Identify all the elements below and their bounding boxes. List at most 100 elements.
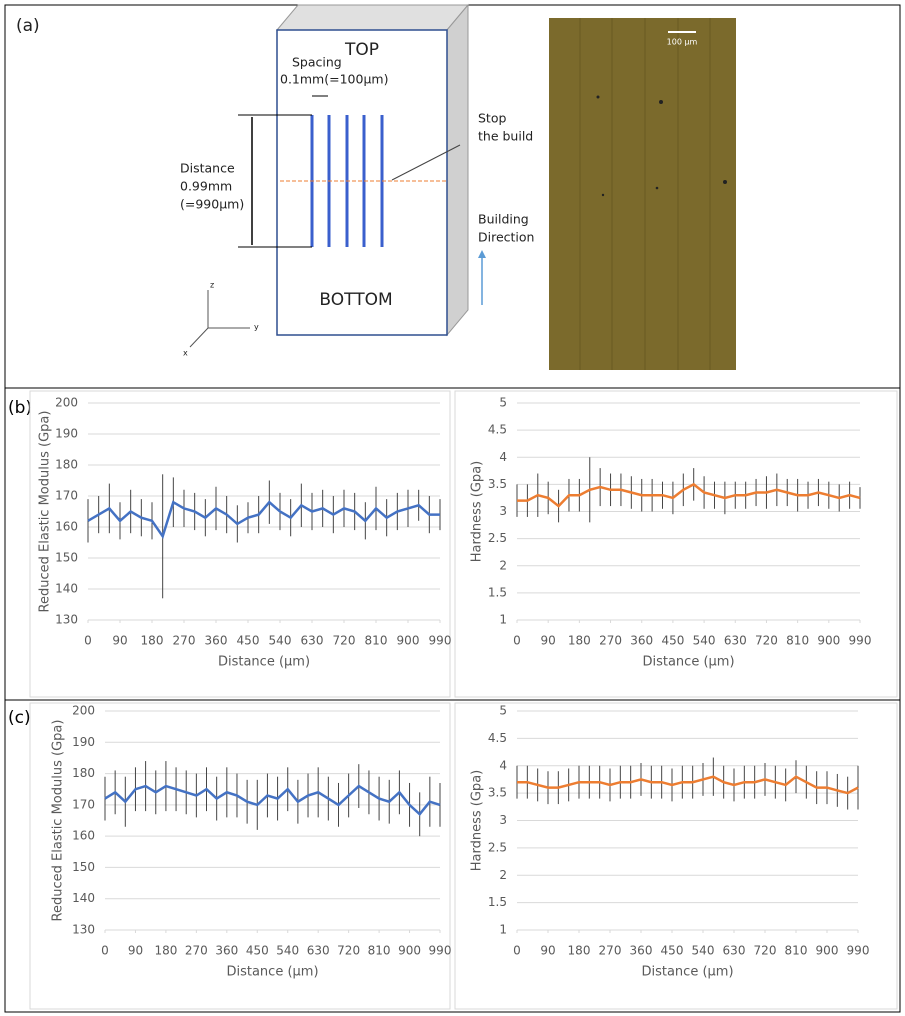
x-tick-label: 360 bbox=[630, 944, 653, 958]
x-tick-label: 360 bbox=[205, 634, 228, 648]
x-tick-label: 540 bbox=[693, 634, 716, 648]
panel-label: (c) bbox=[8, 708, 31, 728]
x-tick-label: 630 bbox=[307, 944, 330, 958]
y-tick-label: 140 bbox=[55, 582, 78, 596]
x-tick-label: 180 bbox=[568, 634, 591, 648]
x-tick-label: 0 bbox=[513, 634, 521, 648]
y-tick-label: 4 bbox=[499, 758, 507, 772]
x-tick-label: 540 bbox=[276, 944, 299, 958]
top-label: TOP bbox=[344, 40, 379, 60]
axis-z: z bbox=[210, 281, 214, 290]
y-tick-label: 4.5 bbox=[488, 731, 507, 745]
x-tick-label: 450 bbox=[246, 944, 269, 958]
y-tick-label: 4 bbox=[499, 450, 507, 464]
x-tick-label: 810 bbox=[786, 634, 809, 648]
y-tick-label: 130 bbox=[55, 613, 78, 627]
x-axis-label: Distance (µm) bbox=[641, 965, 733, 980]
y-tick-label: 200 bbox=[72, 704, 95, 718]
data-line bbox=[87, 500, 440, 540]
x-tick-label: 810 bbox=[785, 944, 808, 958]
y-tick-label: 200 bbox=[55, 396, 78, 410]
micrograph-spots bbox=[596, 95, 727, 197]
spacing-label: Spacing bbox=[292, 55, 342, 70]
x-tick-label: 990 bbox=[849, 634, 872, 648]
y-tick-label: 3 bbox=[499, 504, 507, 518]
x-tick-label: 900 bbox=[398, 944, 421, 958]
x-tick-label: 630 bbox=[723, 944, 746, 958]
y-tick-label: 160 bbox=[72, 829, 95, 843]
axis-x: x bbox=[183, 349, 188, 358]
x-tick-label: 270 bbox=[599, 944, 622, 958]
direction-label: Direction bbox=[478, 230, 534, 245]
arrow-head bbox=[478, 250, 486, 258]
y-axis-label: Reduced Elastic Modulus (Gpa) bbox=[38, 411, 53, 613]
x-tick-label: 990 bbox=[847, 944, 870, 958]
y-tick-label: 2 bbox=[499, 558, 507, 572]
stop-label: the build bbox=[478, 129, 533, 144]
x-tick-label: 360 bbox=[215, 944, 238, 958]
distance-label: Distance bbox=[180, 161, 235, 176]
y-tick-label: 190 bbox=[72, 735, 95, 749]
data-line bbox=[104, 784, 441, 817]
x-axis-label: Distance (µm) bbox=[218, 655, 310, 670]
y-tick-label: 170 bbox=[55, 489, 78, 503]
chart-frame bbox=[29, 702, 451, 1010]
x-tick-label: 720 bbox=[333, 634, 356, 648]
x-tick-label: 990 bbox=[429, 634, 452, 648]
y-tick-label: 2.5 bbox=[488, 840, 507, 854]
panel-label: (a) bbox=[16, 16, 40, 36]
chart-frame bbox=[454, 390, 898, 698]
x-tick-label: 0 bbox=[513, 944, 521, 958]
y-axis-label: Reduced Elastic Modulus (Gpa) bbox=[51, 720, 66, 922]
x-tick-label: 900 bbox=[397, 634, 420, 648]
y-tick-label: 3 bbox=[499, 813, 507, 827]
x-tick-label: 0 bbox=[101, 944, 109, 958]
x-tick-label: 720 bbox=[755, 634, 778, 648]
panel-border bbox=[4, 699, 901, 1013]
distance-label: (=990μm) bbox=[180, 197, 244, 212]
y-tick-label: 1.5 bbox=[488, 585, 507, 599]
x-tick-label: 720 bbox=[337, 944, 360, 958]
x-tick-label: 270 bbox=[173, 634, 196, 648]
box-top bbox=[275, 4, 470, 31]
y-tick-label: 180 bbox=[72, 766, 95, 780]
x-tick-label: 810 bbox=[368, 944, 391, 958]
x-tick-label: 900 bbox=[817, 634, 840, 648]
box-front bbox=[276, 29, 448, 336]
y-tick-label: 180 bbox=[55, 458, 78, 472]
y-tick-label: 4.5 bbox=[488, 423, 507, 437]
x-tick-label: 270 bbox=[599, 634, 622, 648]
y-tick-label: 3.5 bbox=[488, 477, 507, 491]
chart-frame bbox=[29, 390, 451, 698]
scale-label: 100 μm bbox=[667, 38, 698, 47]
micrograph-lines bbox=[579, 18, 711, 370]
x-tick-label: 90 bbox=[128, 944, 143, 958]
micrograph bbox=[549, 18, 736, 370]
spacing-label: 0.1mm(=100μm) bbox=[280, 72, 388, 87]
x-tick-label: 990 bbox=[429, 944, 452, 958]
y-tick-label: 130 bbox=[72, 923, 95, 937]
panel-label: (b) bbox=[8, 398, 32, 418]
y-tick-label: 2 bbox=[499, 868, 507, 882]
x-tick-label: 90 bbox=[112, 634, 127, 648]
chart-frame bbox=[454, 702, 898, 1010]
x-axis-label: Distance (µm) bbox=[226, 965, 318, 980]
x-tick-label: 720 bbox=[754, 944, 777, 958]
box-side bbox=[446, 3, 469, 337]
x-tick-label: 450 bbox=[661, 634, 684, 648]
y-tick-label: 1 bbox=[499, 613, 507, 627]
direction-label: Building bbox=[478, 212, 529, 227]
x-tick-label: 630 bbox=[301, 634, 324, 648]
y-axis-label: Hardness (Gpa) bbox=[470, 770, 485, 871]
y-tick-label: 170 bbox=[72, 797, 95, 811]
distance-label: 0.99mm bbox=[180, 179, 232, 194]
y-tick-label: 190 bbox=[55, 427, 78, 441]
x-axis-label: Distance (µm) bbox=[642, 655, 734, 670]
x-tick-label: 450 bbox=[237, 634, 260, 648]
x-tick-label: 180 bbox=[141, 634, 164, 648]
stop-arrow bbox=[391, 144, 461, 181]
x-tick-label: 180 bbox=[568, 944, 591, 958]
y-tick-label: 140 bbox=[72, 891, 95, 905]
y-tick-label: 2.5 bbox=[488, 531, 507, 545]
